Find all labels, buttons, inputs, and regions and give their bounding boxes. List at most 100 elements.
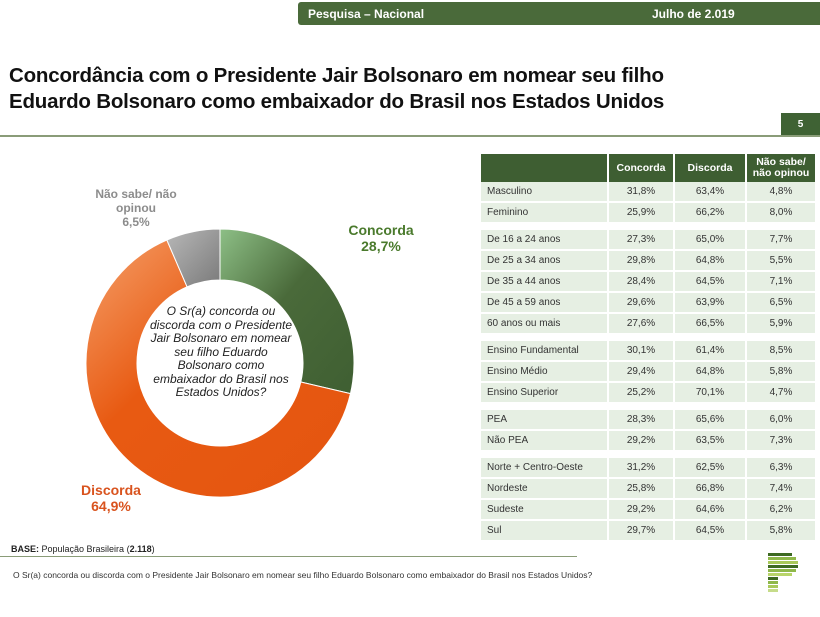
label-discorda-value: 64,9% xyxy=(91,498,131,514)
base-label: BASE: xyxy=(11,544,40,554)
header-segment xyxy=(481,154,609,182)
nao-sabe-cell: 8,0% xyxy=(747,203,815,224)
concorda-cell: 25,9% xyxy=(609,203,675,224)
center-line: embaixador do Brasil nos xyxy=(153,371,289,386)
title-line-2: Eduardo Bolsonaro como embaixador do Bra… xyxy=(9,90,665,113)
brand-logo-icon xyxy=(768,553,804,601)
center-line: Bolsonaro como xyxy=(177,358,265,372)
discorda-cell: 61,4% xyxy=(675,335,747,362)
nao-sabe-cell: 5,5% xyxy=(747,251,815,272)
table-row: 60 anos ou mais 27,6% 66,5% 5,9% xyxy=(481,314,815,335)
table-row: De 16 a 24 anos 27,3% 65,0% 7,7% xyxy=(481,224,815,251)
discorda-cell: 65,6% xyxy=(675,404,747,431)
header-bar: Pesquisa – Nacional Julho de 2.019 xyxy=(298,2,820,25)
nao-sabe-cell: 6,3% xyxy=(747,452,815,479)
table-row: Ensino Médio 29,4% 64,8% 5,8% xyxy=(481,362,815,383)
row-label: Masculino xyxy=(481,182,609,203)
page-number: 5 xyxy=(781,113,820,137)
row-label: Norte + Centro-Oeste xyxy=(481,452,609,479)
row-label: Sudeste xyxy=(481,500,609,521)
concorda-cell: 29,8% xyxy=(609,251,675,272)
table-row: Norte + Centro-Oeste 31,2% 62,5% 6,3% xyxy=(481,452,815,479)
table-row: De 35 a 44 anos 28,4% 64,5% 7,1% xyxy=(481,272,815,293)
discorda-cell: 64,8% xyxy=(675,251,747,272)
label-nao-sabe-line: Não sabe/ não xyxy=(95,187,177,201)
table-row: Não PEA 29,2% 63,5% 7,3% xyxy=(481,431,815,452)
footer-question: O Sr(a) concorda ou discorda com o Presi… xyxy=(13,570,593,580)
discorda-cell: 62,5% xyxy=(675,452,747,479)
table-row: Ensino Superior 25,2% 70,1% 4,7% xyxy=(481,383,815,404)
table-row: Ensino Fundamental 30,1% 61,4% 8,5% xyxy=(481,335,815,362)
survey-name: Pesquisa – Nacional xyxy=(308,7,425,21)
footer-divider xyxy=(0,556,577,557)
nao-sabe-cell: 7,4% xyxy=(747,479,815,500)
label-nao-sabe-line: opinou xyxy=(116,201,156,215)
concorda-cell: 31,8% xyxy=(609,182,675,203)
row-label: 60 anos ou mais xyxy=(481,314,609,335)
discorda-cell: 64,5% xyxy=(675,521,747,542)
nao-sabe-cell: 4,8% xyxy=(747,182,815,203)
discorda-cell: 64,5% xyxy=(675,272,747,293)
slice-discorda xyxy=(85,239,352,498)
nao-sabe-cell: 4,7% xyxy=(747,383,815,404)
concorda-cell: 29,6% xyxy=(609,293,675,314)
nao-sabe-cell: 7,1% xyxy=(747,272,815,293)
table-row: Sul 29,7% 64,5% 5,8% xyxy=(481,521,815,542)
row-label: Não PEA xyxy=(481,431,609,452)
discorda-cell: 70,1% xyxy=(675,383,747,404)
center-line: Estados Unidos? xyxy=(175,385,267,399)
label-discorda: Discorda 64,9% xyxy=(66,482,156,514)
survey-date: Julho de 2.019 xyxy=(652,7,735,21)
label-nao-sabe-value: 6,5% xyxy=(122,215,150,229)
discorda-cell: 66,8% xyxy=(675,479,747,500)
concorda-cell: 31,2% xyxy=(609,452,675,479)
label-nao-sabe: Não sabe/ não opinou 6,5% xyxy=(88,187,184,229)
concorda-cell: 29,2% xyxy=(609,500,675,521)
header-nao-sabe-line: não opinou xyxy=(752,167,810,179)
header-nao-sabe-line: Não sabe/ xyxy=(756,156,806,168)
row-label: Sul xyxy=(481,521,609,542)
row-label: Feminino xyxy=(481,203,609,224)
slice-nao-sabe xyxy=(166,228,221,288)
nao-sabe-cell: 5,8% xyxy=(747,521,815,542)
concorda-cell: 29,7% xyxy=(609,521,675,542)
nao-sabe-cell: 7,3% xyxy=(747,431,815,452)
row-label: De 45 a 59 anos xyxy=(481,293,609,314)
label-concorda: Concorda 28,7% xyxy=(336,222,426,254)
concorda-cell: 25,2% xyxy=(609,383,675,404)
table-row: Feminino 25,9% 66,2% 8,0% xyxy=(481,203,815,224)
concorda-cell: 30,1% xyxy=(609,335,675,362)
base-n: 2.118 xyxy=(129,544,152,554)
table-row: Nordeste 25,8% 66,8% 7,4% xyxy=(481,479,815,500)
row-label: De 25 a 34 anos xyxy=(481,251,609,272)
discorda-cell: 64,8% xyxy=(675,362,747,383)
label-concorda-name: Concorda xyxy=(348,222,414,238)
row-label: PEA xyxy=(481,404,609,431)
table-row: Sudeste 29,2% 64,6% 6,2% xyxy=(481,500,815,521)
table-row: De 45 a 59 anos 29,6% 63,9% 6,5% xyxy=(481,293,815,314)
concorda-cell: 25,8% xyxy=(609,479,675,500)
row-label: Nordeste xyxy=(481,479,609,500)
nao-sabe-cell: 6,2% xyxy=(747,500,815,521)
row-label: De 35 a 44 anos xyxy=(481,272,609,293)
discorda-cell: 63,4% xyxy=(675,182,747,203)
concorda-cell: 29,2% xyxy=(609,431,675,452)
table-row: Masculino 31,8% 63,4% 4,8% xyxy=(481,182,815,203)
nao-sabe-cell: 7,7% xyxy=(747,224,815,251)
nao-sabe-cell: 8,5% xyxy=(747,335,815,362)
concorda-cell: 29,4% xyxy=(609,362,675,383)
center-line: O Sr(a) concorda ou xyxy=(166,304,276,318)
concorda-cell: 27,3% xyxy=(609,224,675,251)
center-line: discorda com o Presidente xyxy=(149,317,293,332)
base-note: BASE: População Brasileira (2.118) xyxy=(11,544,155,554)
nao-sabe-cell: 5,9% xyxy=(747,314,815,335)
label-concorda-value: 28,7% xyxy=(361,238,401,254)
slice-concorda xyxy=(219,228,355,395)
concorda-cell: 28,4% xyxy=(609,272,675,293)
base-close: ) xyxy=(151,544,155,554)
base-text: População Brasileira ( xyxy=(39,544,130,554)
donut-center-question: O Sr(a) concorda ou discorda com o Presi… xyxy=(143,304,299,400)
discorda-cell: 63,5% xyxy=(675,431,747,452)
nao-sabe-cell: 5,8% xyxy=(747,362,815,383)
discorda-cell: 64,6% xyxy=(675,500,747,521)
